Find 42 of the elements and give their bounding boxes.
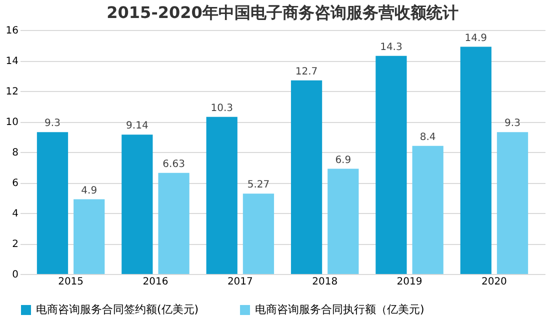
data-label: 12.7 — [295, 66, 318, 78]
bar — [242, 194, 274, 274]
y-tick-label: 6 — [12, 178, 18, 189]
bar — [36, 132, 68, 274]
data-label: 5.27 — [247, 180, 270, 191]
y-tick-label: 2 — [12, 239, 18, 250]
legend-label: 电商咨询服务合同执行额（亿美元) — [255, 303, 424, 316]
data-label: 9.14 — [126, 120, 148, 132]
x-tick-label: 2015 — [58, 276, 84, 288]
bar — [328, 168, 359, 274]
bar — [122, 134, 153, 274]
bar — [290, 80, 322, 274]
x-tick-label: 2017 — [227, 276, 253, 288]
data-label: 6.9 — [335, 154, 352, 166]
data-label: 4.9 — [81, 185, 98, 196]
x-tick-label: 2020 — [481, 276, 507, 288]
bar — [376, 56, 407, 274]
data-label: 14.9 — [464, 32, 488, 44]
bar — [460, 46, 492, 274]
data-label: 14.3 — [380, 42, 402, 53]
legend-label: 电商咨询服务合同签约额(亿美元) — [36, 303, 199, 316]
bar — [158, 172, 190, 274]
y-tick-label: 0 — [12, 270, 18, 280]
x-tick-label: 2016 — [142, 276, 168, 288]
y-tick-label: 4 — [12, 208, 18, 220]
y-tick-label: 16 — [6, 26, 18, 36]
y-tick-label: 12 — [6, 86, 18, 98]
y-tick-label: 8 — [12, 148, 18, 158]
bar — [74, 199, 105, 274]
x-tick-label: 2018 — [312, 276, 338, 288]
data-label: 10.3 — [210, 102, 233, 114]
bar — [206, 116, 238, 274]
data-label: 9.3 — [44, 118, 60, 130]
y-tick-label: 14 — [6, 56, 18, 67]
bar — [412, 146, 444, 274]
chart-title: 2015-2020年中国电子商务咨询服务营收额统计 — [106, 3, 458, 22]
data-label: 9.3 — [504, 118, 520, 130]
bar — [496, 132, 528, 274]
x-tick-label: 2019 — [396, 276, 422, 288]
y-tick-label: 10 — [6, 117, 18, 128]
data-label: 6.63 — [162, 158, 185, 170]
data-label: 8.4 — [420, 132, 436, 143]
